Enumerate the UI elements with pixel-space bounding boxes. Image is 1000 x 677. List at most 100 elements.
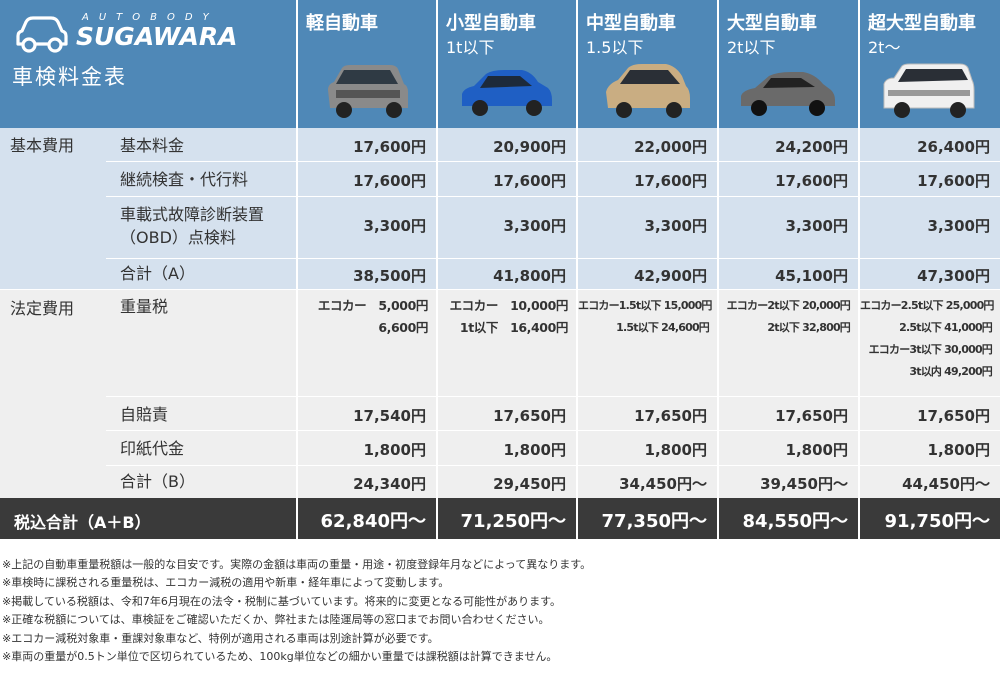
kei-car-icon: [328, 65, 408, 118]
row-label-line1: 車載式故障診断装置: [120, 205, 265, 224]
value-cell: 34,450円～: [619, 475, 707, 493]
column-sub: 1.5以下: [586, 38, 644, 57]
brand-block: AUTOBODY SUGAWARA 車検料金表: [0, 0, 296, 128]
tax-cell: エコカー 10,000円 1t以下 16,400円: [438, 291, 576, 396]
table-row: 車載式故障診断装置 （OBD）点検料 3,300円 3,300円 3,300円 …: [0, 197, 1000, 258]
column-header-xlarge: 超大型自動車 2t～: [858, 0, 1000, 128]
total-value: 62,840円～: [320, 511, 426, 532]
value-cell: 38,500円: [353, 267, 426, 285]
row-label: 重量税: [120, 297, 169, 316]
value-cell: 17,600円: [353, 172, 426, 190]
value-cell: 17,650円: [917, 407, 990, 425]
xlarge-car-icon: [883, 63, 975, 118]
row-label: 車載式故障診断装置 （OBD）点検料: [110, 197, 296, 258]
row-label: 合計（A）: [120, 264, 195, 283]
row-label: 継続検査・代行料: [120, 170, 249, 189]
value-cell: 17,650円: [634, 407, 707, 425]
tax-line: 3t以内 49,200円: [909, 365, 992, 378]
tax-cell: エコカー2.5t以下 25,000円 2.5t以下 41,000円 エコカー3t…: [860, 291, 1000, 396]
column-name: 超大型自動車: [868, 13, 976, 34]
column-header-medium: 中型自動車 1.5以下: [576, 0, 717, 128]
column-sub: 2t～: [868, 38, 901, 57]
value-cell: 42,900円: [634, 267, 707, 285]
value-cell: 39,450円～: [760, 475, 848, 493]
tax-line: エコカー1.5t以下 15,000円: [578, 299, 712, 312]
tax-line: 6,600円: [378, 320, 428, 335]
value-cell: 17,600円: [634, 172, 707, 190]
row-label: 印紙代金: [120, 439, 185, 458]
column-sub: 1t以下: [446, 38, 495, 57]
footnote: ※上記の自動車重量税額は一般的な目安です。実際の金額は車両の重量・用途・初度登録…: [2, 558, 592, 571]
column-name: 軽自動車: [306, 13, 378, 34]
value-cell: 1,800円: [927, 441, 990, 459]
tax-line: エコカー3t以下 30,000円: [868, 343, 993, 356]
value-cell: 3,300円: [644, 217, 707, 235]
brand-autobody: AUTOBODY: [82, 12, 219, 23]
value-cell: 1,800円: [644, 441, 707, 459]
total-row: 税込合計（A＋B） 62,840円～ 71,250円～ 77,350円～ 84,…: [0, 498, 1000, 539]
column-sub: 2t以下: [727, 38, 776, 57]
footnote: ※車両の重量が0.5トン単位で区切られているため、100kg単位などの細かい重量…: [2, 650, 558, 664]
value-cell: 17,600円: [353, 138, 426, 156]
value-cell: 17,600円: [493, 172, 566, 190]
group-basic: 基本費用: [10, 136, 75, 155]
table-row: 基本料金 17,600円 20,900円 22,000円 24,200円 26,…: [0, 128, 1000, 161]
total-value: 84,550円～: [742, 511, 848, 532]
tax-line: エコカー 10,000円: [449, 298, 569, 313]
tax-line: 1t以下 16,400円: [459, 320, 569, 335]
table-row: 重量税 エコカー 5,000円 6,600円 エコカー 10,000円 1t以下…: [0, 291, 1000, 396]
tax-line: エコカー2.5t以下 25,000円: [860, 299, 994, 312]
value-cell: 41,800円: [493, 267, 566, 285]
value-cell: 26,400円: [917, 138, 990, 156]
row-label-line2: （OBD）点検料: [120, 228, 236, 247]
value-cell: 45,100円: [775, 267, 848, 285]
value-cell: 20,900円: [493, 138, 566, 156]
value-cell: 24,200円: [775, 138, 848, 156]
value-cell: 1,800円: [363, 441, 426, 459]
medium-car-icon: [606, 64, 690, 118]
tax-line: エコカー2t以下 20,000円: [726, 299, 851, 312]
tax-cell: エコカー 5,000円 6,600円: [298, 291, 436, 396]
table-row: 印紙代金 1,800円 1,800円 1,800円 1,800円 1,800円: [0, 431, 1000, 465]
table-row: 合計（B） 24,340円 29,450円 34,450円～ 39,450円～ …: [0, 466, 1000, 498]
tax-line: エコカー 5,000円: [317, 298, 429, 313]
column-header-small: 小型自動車 1t以下: [436, 0, 576, 128]
basic-section: [0, 128, 1000, 289]
footnote: ※正確な税額については、車検証をご確認いただくか、弊社または陸運局等の窓口までお…: [2, 613, 550, 627]
tax-line: 2t以下 32,800円: [767, 321, 850, 334]
column-header-kei: 軽自動車: [296, 0, 436, 128]
footnotes: ※上記の自動車重量税額は一般的な目安です。実際の金額は車両の重量・用途・初度登録…: [2, 556, 591, 666]
tax-cell: エコカー2t以下 20,000円 2t以下 32,800円: [719, 291, 858, 396]
table-row: 自賠責 17,540円 17,650円 17,650円 17,650円 17,6…: [0, 397, 1000, 430]
total-value: 77,350円～: [601, 511, 707, 532]
brand-name: SUGAWARA: [76, 22, 238, 51]
value-cell: 17,540円: [353, 407, 426, 425]
value-cell: 17,600円: [917, 172, 990, 190]
row-label: 自賠責: [120, 405, 169, 424]
value-cell: 1,800円: [785, 441, 848, 459]
column-name: 中型自動車: [586, 13, 676, 34]
value-cell: 3,300円: [363, 217, 426, 235]
value-cell: 29,450円: [493, 475, 566, 493]
total-value: 91,750円～: [884, 511, 990, 532]
value-cell: 1,800円: [503, 441, 566, 459]
tax-line: 1.5t以下 24,600円: [616, 321, 710, 334]
value-cell: 17,600円: [775, 172, 848, 190]
footnote: ※掲載している税額は、令和7年6月現在の法令・税制に基づいています。将来的に変更…: [2, 594, 562, 608]
tax-cell: エコカー1.5t以下 15,000円 1.5t以下 24,600円: [578, 291, 717, 396]
page-title: 車検料金表: [12, 65, 127, 89]
car-logo-icon: [16, 16, 68, 53]
small-car-icon: [462, 70, 552, 116]
large-car-icon: [741, 72, 835, 116]
value-cell: 17,650円: [493, 407, 566, 425]
value-cell: 3,300円: [503, 217, 566, 235]
legal-section: [0, 289, 1000, 498]
column-name: 大型自動車: [727, 13, 817, 34]
tax-line: 2.5t以下 41,000円: [899, 321, 993, 334]
column-header-large: 大型自動車 2t以下: [717, 0, 858, 128]
value-cell: 17,650円: [775, 407, 848, 425]
value-cell: 47,300円: [917, 267, 990, 285]
total-value: 71,250円～: [460, 511, 566, 532]
value-cell: 3,300円: [785, 217, 848, 235]
table-row: 合計（A） 38,500円 41,800円 42,900円 45,100円 47…: [0, 259, 1000, 289]
